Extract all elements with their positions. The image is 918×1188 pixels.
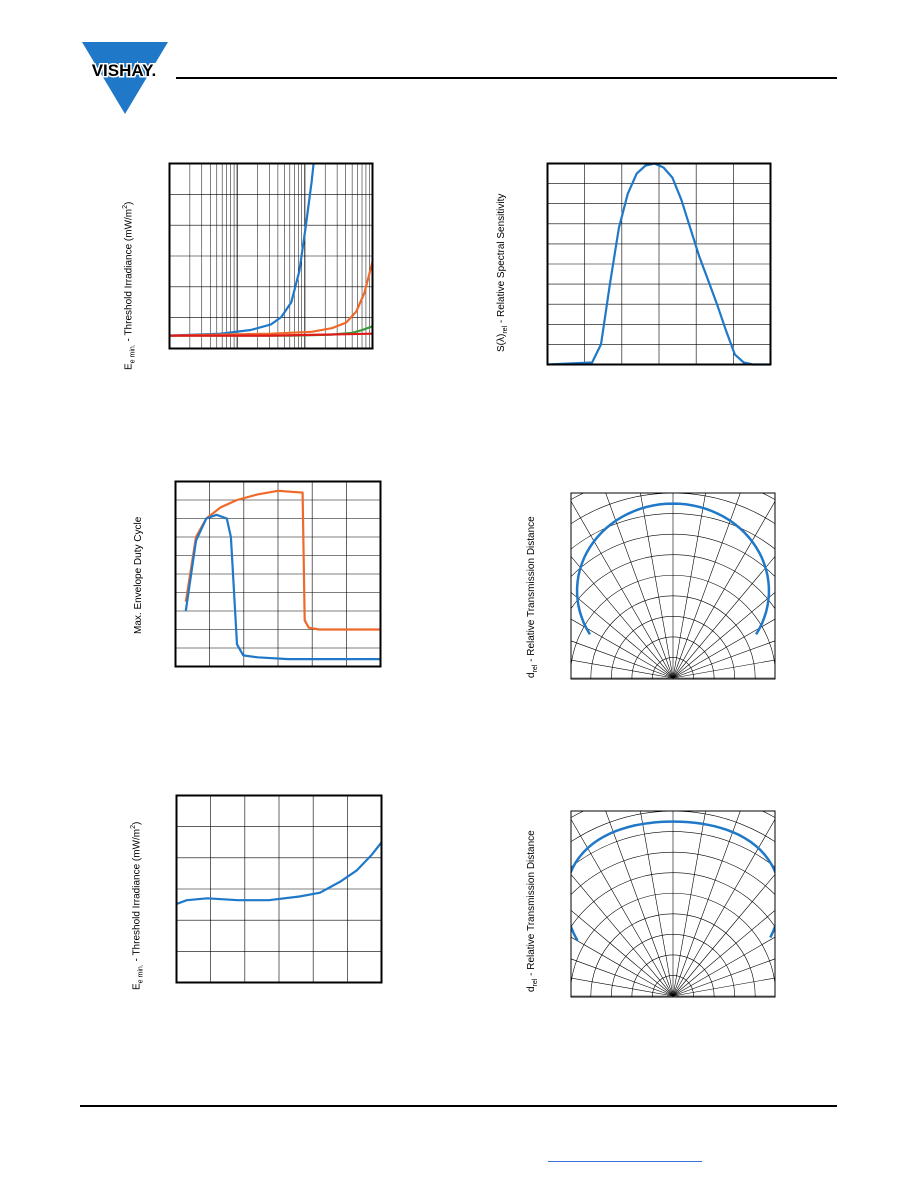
grid [169,163,373,349]
plot-frame [168,162,374,350]
polar-spoke [672,818,775,997]
polar-spoke [571,818,674,997]
polar-spoke [672,592,775,679]
directivity-curve [571,820,775,942]
polar-spoke [571,500,674,679]
polar-spoke [605,493,674,679]
polar-spoke [672,493,741,679]
chart-polar-directivity-2 [570,810,776,998]
series-line-blue [184,513,381,661]
brand-name: VISHAY. [92,61,157,80]
plot-frame [174,480,382,668]
grid [176,795,382,983]
grid [547,163,771,365]
chart-threshold-irradiance-log [168,162,374,350]
polar-spoke [672,811,706,997]
polar-spoke [672,977,775,997]
chart-polar-directivity-1 [570,492,776,680]
series-line-blue [176,841,383,906]
series-line-orange [184,489,381,631]
polar-spoke [640,811,674,997]
grid [175,481,381,667]
chart-threshold-irradiance-linear [175,794,383,984]
directivity-curve [575,502,771,636]
header-rule [176,77,837,79]
chart-duty-cycle [174,480,382,668]
polar-spoke [672,811,741,997]
polar-spoke [672,640,775,679]
polar-spoke [640,493,674,679]
plot-frame [570,810,776,998]
polar-spoke [672,958,775,997]
footer-rule [80,1105,837,1107]
polar-spoke [571,977,674,997]
polar-spoke [571,659,674,679]
polar-spoke [672,500,775,679]
chart1-y-label: Ee min. - Threshold Irradiance (mW/m2) [122,201,137,370]
footer-link-underline[interactable] [548,1161,702,1162]
chart6-y-label: drel - Relative Transmission Distance [526,830,539,992]
chart4-y-label: drel - Relative Transmission Distance [526,516,539,678]
vishay-logo: VISHAY. [82,42,168,114]
polar-spoke [672,555,775,679]
polar-spoke [571,640,674,679]
polar-spoke [571,555,674,679]
polar-spoke [672,910,775,997]
polar-spoke [571,910,674,997]
series-line-orange [169,261,374,337]
polar-spoke [672,493,706,679]
polar-spoke [571,958,674,997]
plot-frame [546,162,772,366]
polar-spoke [605,811,674,997]
polar-spoke [571,592,674,679]
chart3-y-label: Max. Envelope Duty Cycle [133,516,144,634]
chart2-y-label: S(λ)rel - Relative Spectral Sensitivity [496,193,509,352]
polar-spoke [571,873,674,997]
plot-frame [175,794,383,984]
polar-grid [571,811,775,997]
plot-frame [570,492,776,680]
polar-spoke [672,873,775,997]
series-line-blue [547,162,771,366]
polar-spoke [672,659,775,679]
chart-spectral-sensitivity [546,162,772,366]
series-line-blue [169,163,315,337]
chart5-y-label: Ee min. - Threshold Irradiance (mW/m2) [130,821,145,990]
series-line-red [169,332,373,337]
